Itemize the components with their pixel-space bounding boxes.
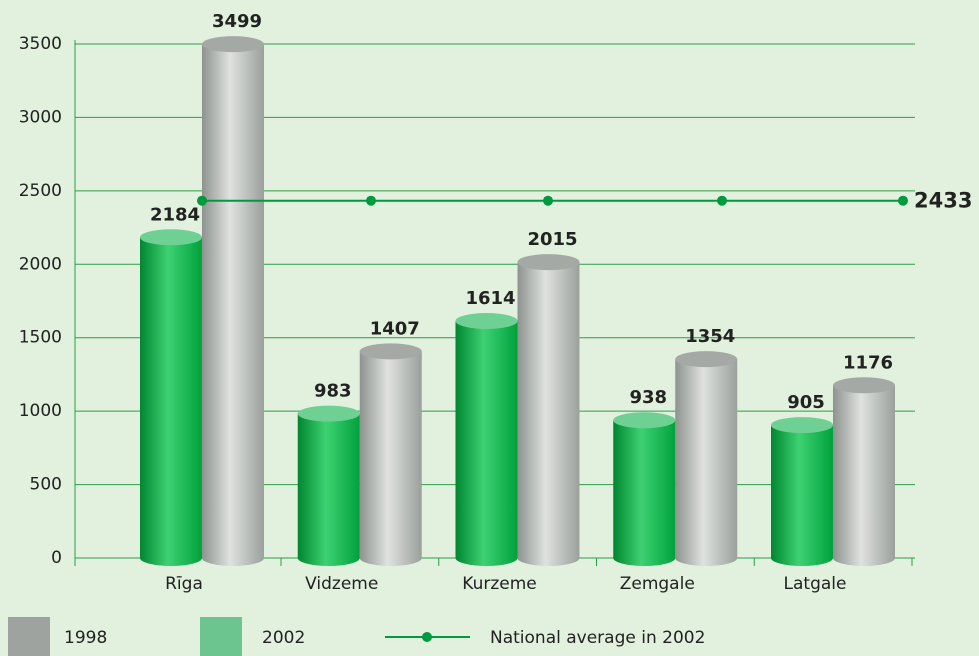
average-label: 2433 — [914, 189, 972, 213]
value-label: 1354 — [685, 326, 735, 347]
average-marker — [898, 195, 908, 206]
y-tick-label: 3500 — [19, 34, 62, 54]
bar-top — [833, 377, 895, 394]
y-tick-label: 3000 — [19, 107, 62, 127]
value-label: 1407 — [370, 318, 420, 339]
average-marker — [717, 195, 727, 206]
y-tick-label: 2500 — [19, 181, 62, 201]
value-label: 905 — [787, 392, 825, 413]
bar-top — [517, 254, 580, 271]
bar-top — [771, 417, 833, 434]
bar — [675, 359, 738, 558]
bar-top — [359, 343, 422, 360]
average-marker — [543, 195, 553, 206]
bar — [613, 420, 676, 558]
bar — [140, 237, 202, 558]
y-tick-label: 1000 — [19, 401, 62, 421]
y-tick-label: 0 — [51, 548, 62, 568]
value-label: 983 — [314, 381, 352, 402]
value-label: 1614 — [465, 288, 515, 309]
legend-swatch — [200, 617, 242, 656]
legend: 1998 2002 National average in 2002 — [8, 617, 705, 656]
y-tick-label: 500 — [30, 475, 62, 495]
bar-top — [140, 229, 202, 246]
average-marker — [366, 195, 376, 206]
y-tick-label: 2000 — [19, 254, 62, 274]
x-tick-label: Vidzeme — [305, 574, 378, 594]
x-tick-label: Kurzeme — [462, 574, 536, 594]
bar-top — [455, 312, 518, 329]
bar — [359, 351, 422, 558]
y-tick-label: 1500 — [19, 328, 62, 348]
legend-marker — [422, 632, 432, 642]
value-label: 2184 — [150, 204, 200, 225]
bar-top — [675, 351, 738, 368]
legend-label: National average in 2002 — [490, 628, 705, 648]
bar-top — [202, 36, 264, 53]
bar — [771, 425, 833, 558]
x-tick-label: Rīga — [165, 574, 203, 594]
value-label: 938 — [629, 387, 667, 408]
legend-label: 1998 — [64, 628, 107, 648]
legend-label: 2002 — [262, 628, 305, 648]
legend-swatch — [8, 617, 50, 656]
bar-top — [613, 412, 676, 429]
x-tick-label: Zemgale — [620, 574, 695, 594]
average-marker — [197, 195, 207, 206]
value-label: 3499 — [212, 11, 262, 32]
bar — [517, 262, 580, 558]
bar — [455, 320, 518, 558]
value-label: 2015 — [527, 229, 577, 250]
bar — [297, 413, 360, 558]
bar — [833, 385, 895, 558]
x-tick-label: Latgale — [784, 574, 847, 594]
bar — [202, 44, 264, 559]
bar-top — [297, 405, 360, 422]
value-label: 1176 — [843, 352, 893, 373]
